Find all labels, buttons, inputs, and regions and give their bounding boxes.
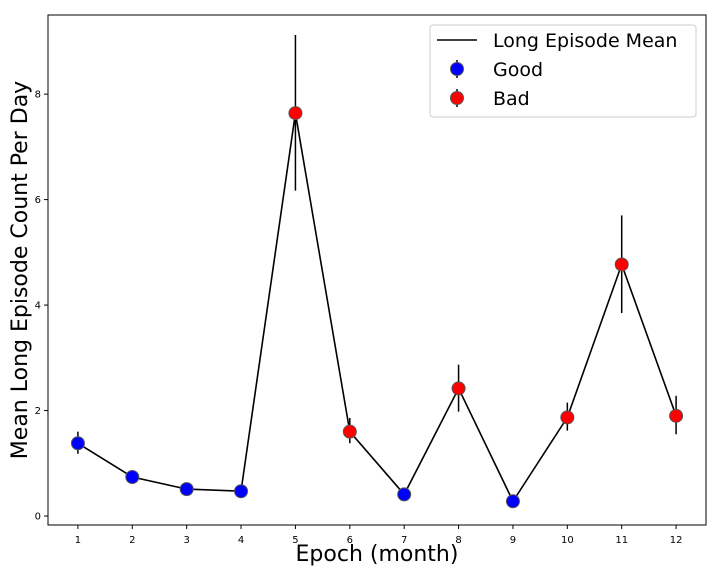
x-tick-label: 7 [401,535,407,546]
long-episode-mean-line [77,112,677,503]
x-tick-label: 9 [510,535,516,546]
series-long-episode-mean [77,112,677,503]
data-points [70,106,684,509]
legend-box [429,24,697,118]
bad-point [288,106,303,121]
x-tick-label: 5 [292,535,298,546]
good-point [234,484,249,499]
good-point [125,470,140,485]
good-point [397,487,412,502]
y-tick-label: 8 [35,90,41,101]
x-tick-label: 6 [347,535,353,546]
x-tick-label: 8 [455,535,461,546]
bad-point [614,257,629,272]
legend-good-marker [450,62,464,76]
x-tick-label: 1 [75,535,81,546]
good-point [70,436,85,451]
good-point [505,494,520,509]
y-tick-label: 2 [35,406,41,417]
y-tick-label: 4 [35,301,41,312]
bad-point [669,408,684,423]
good-point [179,482,194,497]
y-axis-ticks: 0 2 4 6 8 [35,90,48,523]
x-tick-label: 2 [129,535,135,546]
bad-point [560,410,575,425]
y-tick-label: 6 [35,195,41,206]
x-tick-label: 10 [561,535,574,546]
bad-point [342,424,357,439]
legend-label-long-episode-mean: Long Episode Mean [493,30,677,52]
y-axis-title: Mean Long Episode Count Per Day [8,81,33,459]
bad-point [451,381,466,396]
x-tick-label: 3 [183,535,189,546]
x-tick-label: 4 [238,535,244,546]
y-tick-label: 0 [35,512,41,523]
legend-label-bad: Bad [493,88,530,110]
x-tick-label: 12 [670,535,683,546]
x-axis-ticks: 1 2 3 4 5 6 7 8 9 10 11 12 [75,525,683,546]
legend-bad-marker [450,91,464,105]
legend: Long Episode Mean Good Bad [429,24,697,118]
x-axis-title: Epoch (month) [296,542,459,567]
legend-label-good: Good [493,59,543,81]
x-tick-label: 11 [615,535,628,546]
